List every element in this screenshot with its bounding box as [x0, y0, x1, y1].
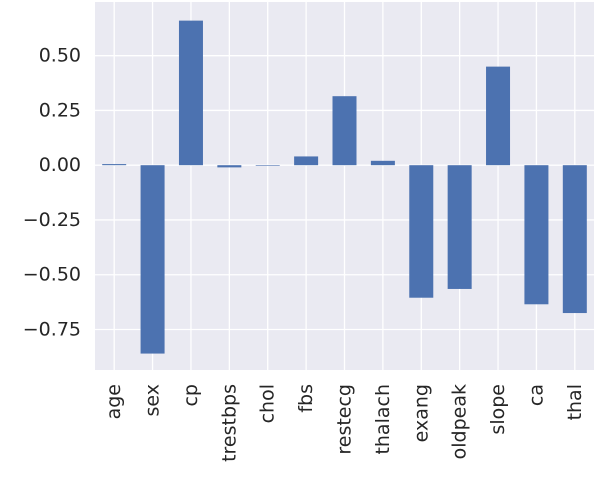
bar-oldpeak: [447, 165, 472, 289]
x-tick-labels: age sex cp trestbps chol fbs restecg thalach exa…: [103, 384, 586, 462]
y-tick-label: 0.50: [39, 45, 81, 67]
bar-thalach: [370, 160, 395, 166]
y-tick-label: −0.50: [23, 264, 81, 286]
x-tick-label-ca: ca: [525, 384, 547, 406]
bar-slope: [486, 66, 511, 166]
y-tick-labels: −0.75 −0.50 −0.25 0.00 0.25 0.50: [23, 45, 81, 341]
x-tick-label-exang: exang: [410, 384, 432, 442]
bar-chol: [255, 165, 280, 166]
bars: [102, 20, 587, 354]
y-tick-label: −0.75: [23, 318, 81, 340]
bar-cp: [178, 20, 203, 166]
bar-restecg: [332, 96, 357, 166]
y-tick-label: −0.25: [23, 209, 81, 231]
bar-age: [102, 164, 127, 166]
x-tick-label-sex: sex: [142, 384, 164, 417]
y-tick-label: 0.25: [39, 99, 81, 121]
y-tick-label: 0.00: [39, 154, 81, 176]
bar-fbs: [294, 156, 319, 166]
bar-sex: [140, 165, 165, 354]
x-tick-label-thal: thal: [564, 384, 586, 420]
x-tick-label-chol: chol: [257, 384, 279, 423]
x-tick-label-restecg: restecg: [334, 384, 356, 455]
bar-thal: [562, 165, 587, 314]
bar-exang: [409, 165, 434, 298]
x-tick-label-oldpeak: oldpeak: [449, 384, 471, 459]
x-tick-label-thalach: thalach: [372, 384, 394, 455]
x-tick-label-fbs: fbs: [295, 384, 317, 413]
x-tick-label-cp: cp: [180, 384, 202, 407]
x-tick-label-trestbps: trestbps: [218, 384, 240, 462]
x-tick-label-age: age: [103, 384, 125, 419]
x-tick-label-slope: slope: [487, 384, 509, 435]
bar-ca: [524, 165, 549, 305]
bar-trestbps: [217, 165, 242, 168]
